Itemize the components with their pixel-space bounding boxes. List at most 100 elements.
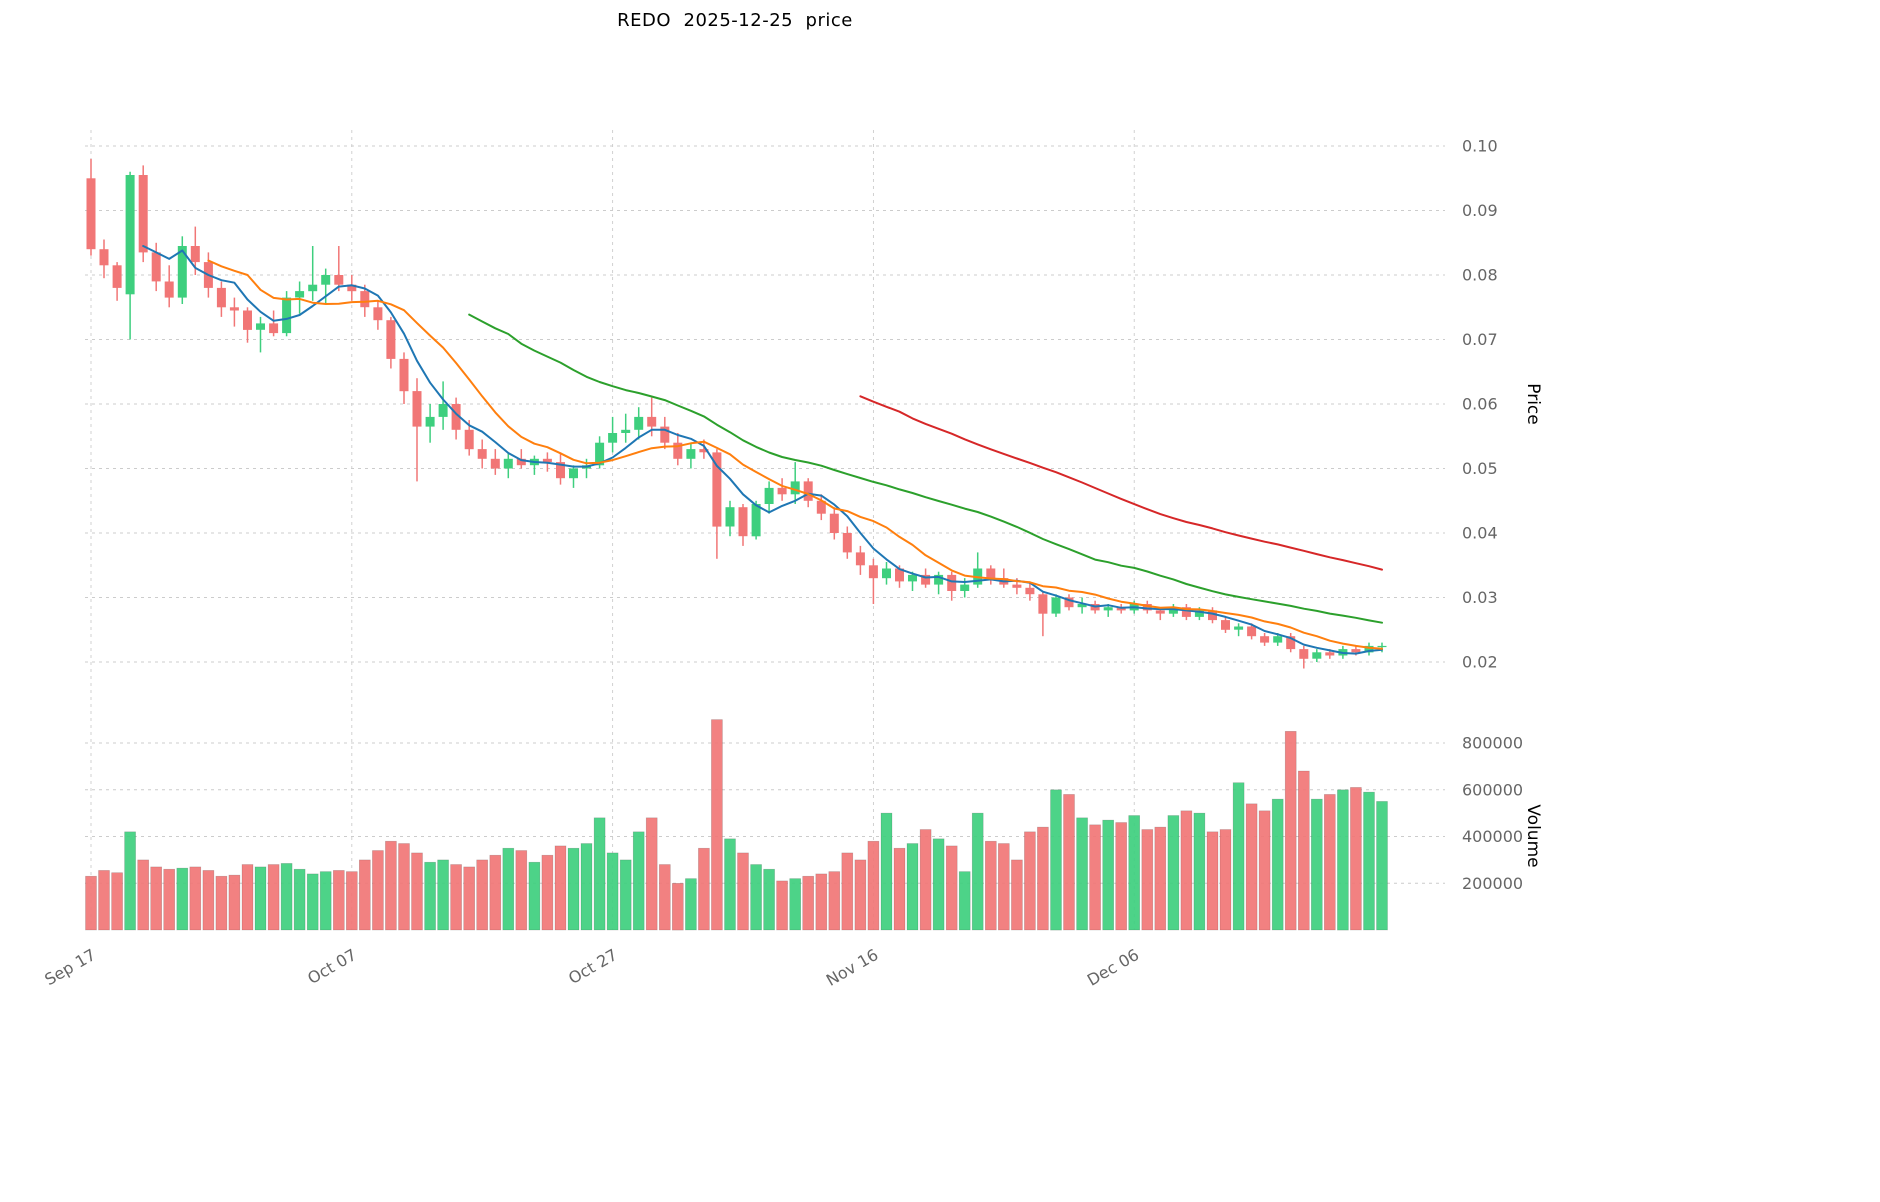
candle-body (86, 178, 96, 250)
candle-body (151, 252, 161, 282)
candle-body (477, 449, 487, 459)
candle-body (360, 291, 370, 308)
volume-bar (671, 882, 684, 931)
candle-body (1312, 652, 1322, 659)
volume-bar (1193, 812, 1206, 931)
volume-bar (593, 817, 606, 931)
volume-bar (580, 843, 593, 931)
volume-bar (111, 872, 123, 931)
volume-bar (1076, 817, 1088, 931)
candle-body (751, 504, 761, 537)
candle-body (295, 291, 305, 298)
volume-bar (1271, 798, 1284, 931)
volume-bar (1115, 822, 1127, 931)
candle-body (1260, 636, 1270, 643)
volume-bar (854, 859, 867, 931)
volume-bar (632, 831, 645, 931)
candle-body (621, 429, 631, 433)
price-tick-label: 0.08 (1462, 266, 1498, 285)
volume-bar (1206, 831, 1219, 931)
candle-body (503, 458, 513, 469)
candle-body (334, 275, 344, 285)
candle-body (1364, 645, 1374, 653)
volume-bar (202, 870, 215, 931)
candle-body (1064, 597, 1074, 608)
volume-bar (1167, 815, 1180, 931)
volume-bar (724, 838, 736, 931)
volume-bar (1324, 794, 1336, 931)
volume-bar (997, 843, 1010, 931)
volume-bar (1298, 770, 1310, 931)
volume-bar (971, 812, 984, 931)
volume-bar (150, 866, 162, 931)
candle-body (125, 175, 135, 295)
candle-body (490, 458, 500, 469)
volume-bar (619, 859, 632, 931)
volume-bar (189, 866, 202, 931)
volume-bar (372, 850, 384, 931)
candle-body (1142, 604, 1152, 611)
candle-body (738, 507, 748, 537)
ma-line-ma30 (468, 313, 1383, 624)
volume-bar (776, 880, 788, 931)
volume-bar (411, 852, 423, 931)
volume-bar (124, 831, 136, 931)
volume-bar (345, 871, 358, 931)
candle-body (1351, 649, 1361, 653)
candle-body (556, 462, 565, 479)
candle-body (1116, 607, 1126, 611)
volume-bar (476, 859, 489, 931)
volume-bar (280, 863, 293, 931)
volume-bar (737, 852, 749, 931)
candle-body (960, 584, 970, 591)
candle-body (829, 513, 839, 533)
candle-body (1325, 652, 1335, 656)
volume-bar (1376, 801, 1388, 931)
candle-body (673, 442, 683, 459)
volume-bar (658, 864, 671, 931)
volume-bar (358, 859, 371, 931)
candle-body (842, 533, 852, 553)
price-tick-label: 0.09 (1462, 201, 1498, 220)
volume-bar (1024, 831, 1036, 931)
volume-bar (463, 866, 476, 931)
volume-bar (1037, 826, 1049, 931)
volume-bar (1363, 791, 1375, 931)
volume-bar (437, 859, 449, 931)
x-tick-label: Sep 17 (41, 945, 99, 989)
volume-bar (880, 812, 893, 931)
volume-bar (750, 864, 762, 931)
candle-body (699, 449, 709, 453)
volume-bar (645, 817, 658, 931)
volume-bar (515, 850, 528, 931)
x-tick-label: Oct 07 (304, 945, 359, 988)
volume-bar (1245, 803, 1258, 931)
volume-bar (893, 847, 906, 931)
candle-body (855, 552, 865, 566)
price-tick-label: 0.03 (1462, 588, 1498, 607)
volume-bar (606, 852, 619, 931)
candle-body (790, 481, 800, 495)
candle-body (1194, 610, 1204, 617)
volume-bar (1102, 819, 1114, 931)
candle-body (647, 416, 657, 427)
candle-body (1273, 636, 1283, 643)
candle-body (464, 429, 474, 450)
candle-body (177, 246, 187, 298)
candle-body (764, 487, 774, 504)
volume-bar (958, 871, 971, 931)
volume-bar (932, 838, 945, 931)
volume-bar (763, 868, 775, 931)
candle-body (934, 574, 944, 585)
ma-lines (142, 245, 1383, 655)
volume-bar (450, 864, 462, 931)
candle-body (1286, 636, 1296, 650)
candle-body (243, 310, 252, 330)
volume-bar (1011, 859, 1023, 931)
x-tick-label: Dec 06 (1084, 945, 1142, 990)
candle-body (190, 246, 200, 263)
volume-axis-title: Volume (1523, 804, 1543, 867)
x-tick-label: Nov 16 (823, 945, 882, 990)
